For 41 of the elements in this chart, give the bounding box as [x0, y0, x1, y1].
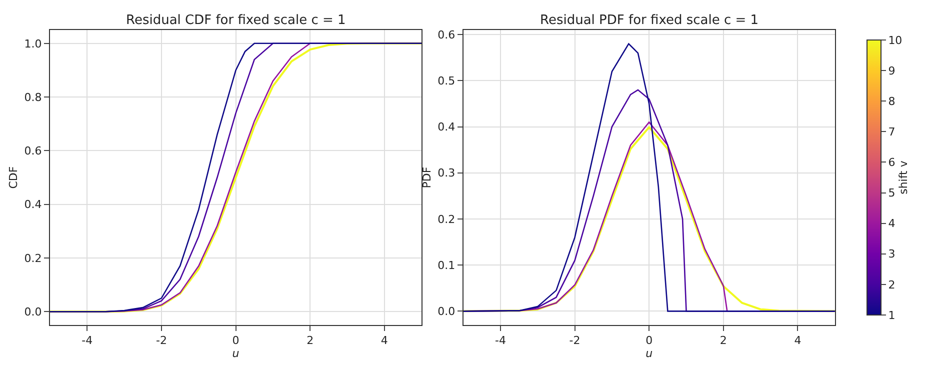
- y-tick-label: 0.2: [24, 252, 42, 265]
- y-tick-label: 0.6: [24, 144, 42, 158]
- chart-title: Residual CDF for fixed scale c = 1: [126, 13, 346, 28]
- color-bar-title: shift v: [897, 160, 910, 194]
- color-bar-label: 8: [888, 94, 896, 108]
- color-bar-label: 2: [888, 278, 896, 292]
- color-bar-label: 9: [888, 64, 896, 78]
- y-tick-label: 0.8: [24, 90, 42, 104]
- y-axis-title: CDF: [6, 166, 20, 189]
- color-bar-label: 5: [888, 186, 896, 200]
- y-axis-title: PDF: [420, 166, 434, 188]
- x-tick-label: 0: [646, 334, 653, 348]
- x-tick-label: 2: [720, 334, 727, 348]
- x-tick-label: 4: [380, 334, 388, 348]
- y-tick-label: 0.4: [24, 198, 42, 212]
- y-tick-label: 0.5: [438, 74, 456, 88]
- x-axis-title: u: [646, 347, 653, 360]
- line-series: [463, 43, 835, 312]
- chart-title: Residual PDF for fixed scale c = 1: [540, 13, 759, 28]
- x-tick-label: 2: [306, 334, 314, 348]
- y-tick-label: 0.6: [438, 28, 456, 42]
- color-bar-label: 7: [888, 126, 896, 139]
- x-tick-label: 4: [794, 334, 802, 348]
- color-bar-label: 1: [888, 308, 896, 322]
- x-axis-title: u: [232, 347, 240, 360]
- y-tick-label: 0.0: [438, 305, 456, 318]
- color-bar-label: 6: [888, 156, 896, 170]
- color-bar-label: 10: [888, 34, 902, 47]
- y-tick-label: 0.3: [438, 166, 456, 180]
- x-tick-label: -4: [82, 334, 93, 348]
- color-bar-label: 3: [888, 248, 896, 261]
- color-bar-label: 4: [888, 217, 896, 230]
- x-tick-label: -2: [156, 334, 167, 348]
- x-tick-label: -4: [495, 334, 506, 348]
- y-tick-label: 0.4: [438, 120, 456, 134]
- x-tick-label: -2: [569, 334, 580, 348]
- y-tick-label: 0.1: [438, 258, 456, 272]
- y-tick-label: 0.2: [438, 212, 456, 226]
- y-tick-label: 0.0: [24, 305, 42, 318]
- x-tick-label: 0: [232, 334, 240, 348]
- y-tick-label: 1.0: [24, 37, 42, 50]
